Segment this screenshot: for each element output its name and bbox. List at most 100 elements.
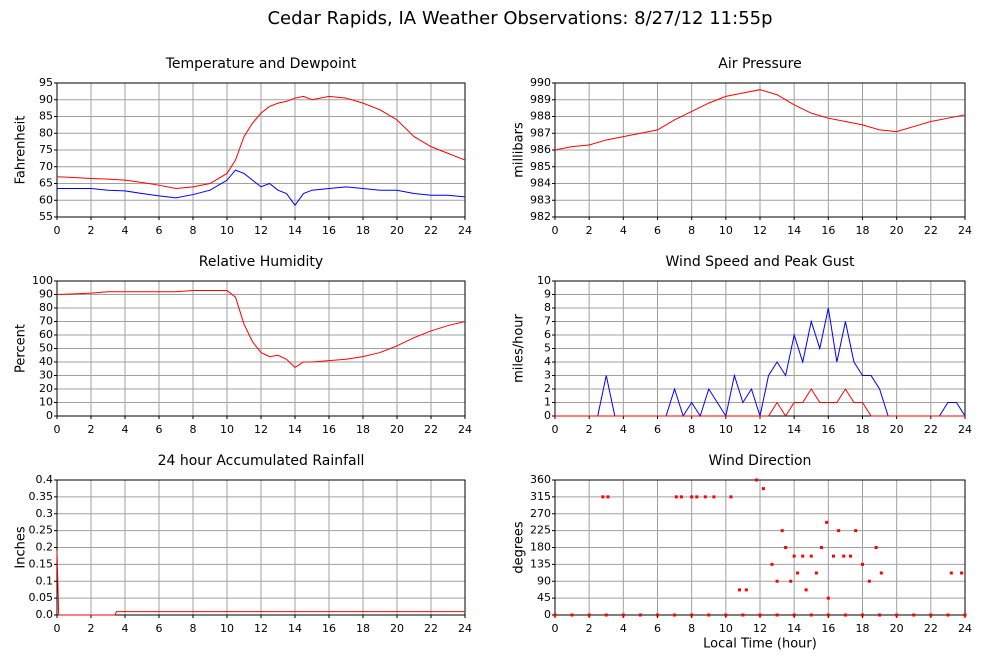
x-tick-label: 4: [122, 423, 129, 436]
data-line: [56, 95, 466, 190]
x-tick-label: 6: [156, 423, 163, 436]
x-tick-label: 12: [254, 423, 268, 436]
x-tick-label: 22: [424, 423, 438, 436]
y-tick-label: 0.15: [29, 557, 54, 570]
x-tick-label: 16: [322, 423, 336, 436]
x-tick-label: 18: [356, 224, 370, 237]
y-tick-label: 990: [530, 76, 551, 89]
data-line: [57, 169, 466, 207]
y-axis-label: Fahrenheit: [14, 116, 29, 185]
x-tick-label: 24: [458, 224, 472, 237]
data-point: [831, 554, 835, 558]
chart-title: Air Pressure: [718, 56, 801, 72]
plot-border: [56, 479, 466, 616]
y-axis-label: millibars: [512, 122, 527, 178]
x-tick-label: 20: [390, 622, 404, 635]
data-point: [601, 495, 605, 499]
x-tick-label: 16: [821, 622, 835, 635]
data-point: [879, 571, 883, 575]
data-point: [837, 529, 841, 533]
x-tick-label: 16: [322, 224, 336, 237]
data-point: [744, 588, 748, 592]
data-point: [861, 613, 864, 617]
chart-title: Wind Speed and Peak Gust: [666, 254, 855, 270]
y-tick-label: 0.4: [36, 473, 54, 486]
x-tick-label: 0: [552, 622, 559, 635]
chart-title: Relative Humidity: [199, 254, 323, 270]
x-tick-label: 22: [424, 622, 438, 635]
data-point: [895, 613, 899, 617]
data-point: [842, 554, 846, 558]
y-axis-label: degrees: [512, 521, 527, 574]
data-point: [861, 562, 864, 566]
y-tick-label: 0.0: [36, 608, 54, 621]
x-tick-label: 12: [254, 622, 268, 635]
chart-title: 24 hour Accumulated Rainfall: [158, 453, 365, 469]
y-tick-label: 30: [39, 369, 53, 382]
data-point: [796, 571, 800, 575]
data-point: [587, 613, 591, 617]
data-point: [604, 613, 608, 617]
x-tick-label: 6: [156, 224, 163, 237]
x-tick-label: 22: [424, 224, 438, 237]
x-tick-label: 22: [924, 224, 938, 237]
data-point: [792, 613, 796, 617]
data-point: [804, 588, 808, 592]
y-tick-label: 0.3: [36, 507, 54, 520]
y-tick-label: 50: [39, 342, 53, 355]
data-point: [826, 613, 830, 617]
x-tick-label: 18: [856, 224, 870, 237]
y-tick-label: 6: [544, 328, 551, 341]
data-point: [679, 495, 683, 499]
x-tick-label: 14: [288, 622, 302, 635]
y-tick-label: 987: [530, 126, 551, 139]
data-point: [690, 613, 694, 617]
y-tick-label: 0.2: [36, 541, 54, 554]
data-point: [695, 495, 699, 499]
x-tick-label: 16: [322, 622, 336, 635]
y-tick-label: 0.1: [36, 574, 54, 587]
data-point: [770, 562, 774, 566]
x-tick-label: 4: [620, 622, 627, 635]
x-tick-label: 22: [924, 622, 938, 635]
x-tick-label: 18: [856, 423, 870, 436]
y-tick-label: 180: [530, 541, 551, 554]
x-tick-label: 0: [54, 224, 61, 237]
data-line: [554, 89, 966, 151]
x-tick-label: 16: [821, 224, 835, 237]
y-tick-label: 75: [39, 143, 53, 156]
x-tick-label: 6: [654, 622, 661, 635]
y-tick-label: 0.35: [29, 490, 54, 503]
x-tick-label: 4: [122, 622, 129, 635]
x-tick-label: 10: [719, 423, 733, 436]
data-point: [912, 613, 916, 617]
x-tick-label: 6: [654, 423, 661, 436]
y-tick-label: 90: [537, 574, 551, 587]
data-point: [854, 529, 858, 533]
y-tick-label: 70: [39, 160, 53, 173]
y-tick-label: 45: [537, 591, 551, 604]
y-tick-label: 55: [39, 210, 53, 223]
data-line: [555, 388, 965, 417]
y-tick-label: 65: [39, 177, 53, 190]
x-tick-label: 20: [390, 423, 404, 436]
y-tick-label: 360: [530, 473, 551, 486]
data-point: [656, 613, 659, 617]
x-tick-label: 10: [719, 622, 733, 635]
x-tick-label: 8: [190, 224, 197, 237]
x-tick-label: 24: [958, 423, 972, 436]
x-axis-label: Local Time (hour): [703, 637, 817, 652]
x-tick-label: 14: [787, 423, 801, 436]
x-tick-label: 2: [586, 622, 593, 635]
x-tick-label: 24: [458, 423, 472, 436]
y-tick-label: 2: [544, 382, 551, 395]
data-point: [963, 613, 967, 617]
data-point: [809, 554, 813, 558]
x-tick-label: 12: [753, 622, 767, 635]
plot-border: [56, 280, 466, 417]
data-point: [780, 529, 784, 533]
y-tick-label: 40: [39, 355, 53, 368]
y-tick-label: 90: [39, 93, 53, 106]
data-line: [56, 289, 466, 369]
data-point: [878, 613, 882, 617]
